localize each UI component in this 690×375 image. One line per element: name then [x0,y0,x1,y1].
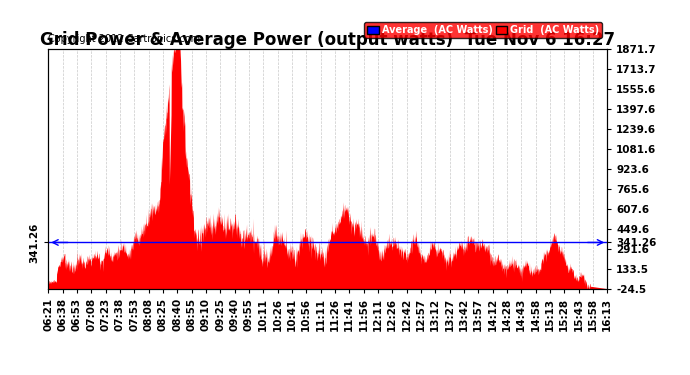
Title: Grid Power & Average Power (output watts)  Tue Nov 6 16:27: Grid Power & Average Power (output watts… [40,31,615,49]
Legend: Average  (AC Watts), Grid  (AC Watts): Average (AC Watts), Grid (AC Watts) [364,22,602,38]
Text: Copyright 2012 Cartronics.com: Copyright 2012 Cartronics.com [48,34,200,44]
